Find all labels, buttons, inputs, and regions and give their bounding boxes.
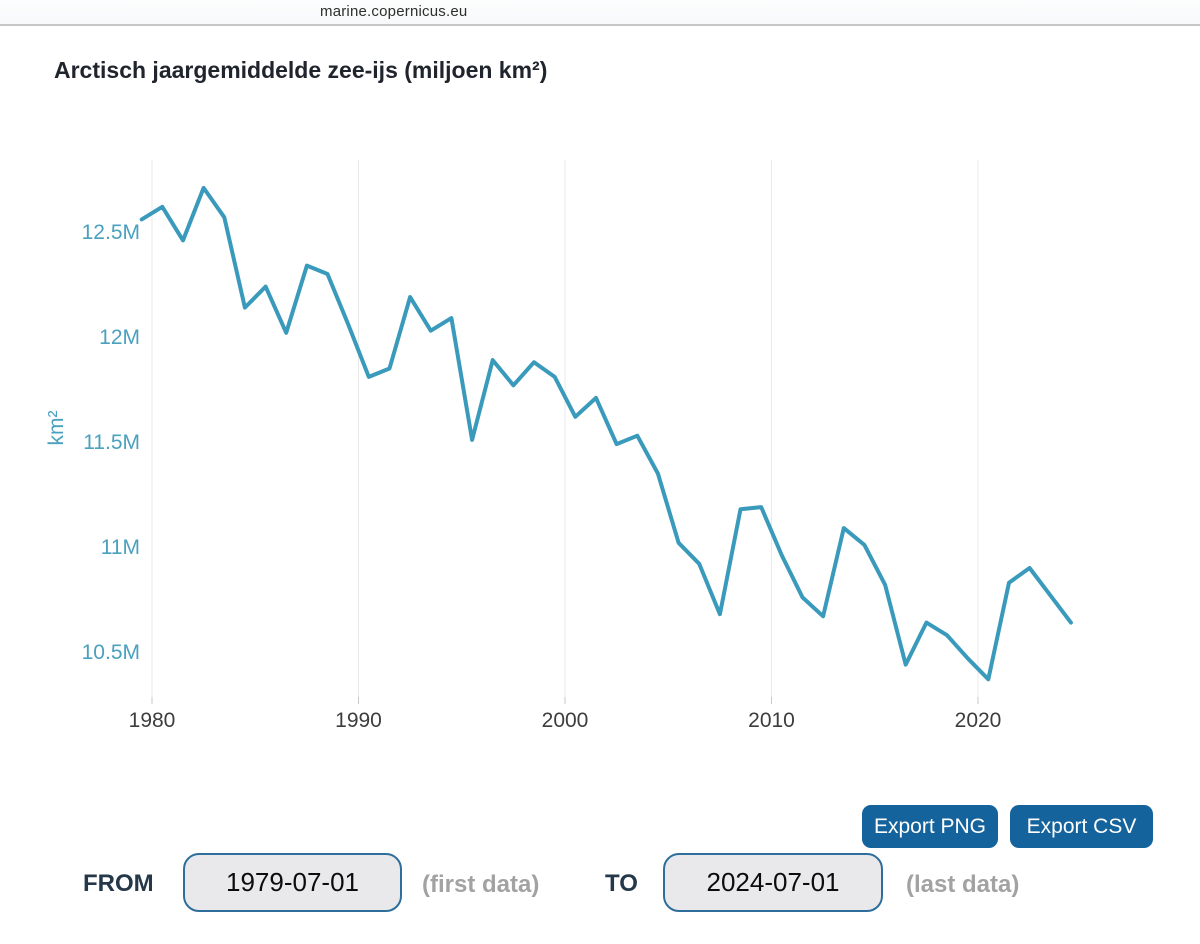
chart-y-axis-labels: 12.5M 12M 11.5M 11M 10.5M xyxy=(82,221,140,664)
y-tick-label-10.5M: 10.5M xyxy=(82,641,140,664)
chart-x-axis-labels: 1980 1990 2000 2010 2020 xyxy=(129,697,1002,732)
to-date-input[interactable] xyxy=(663,853,883,912)
browser-url[interactable]: marine.copernicus.eu xyxy=(320,3,468,20)
from-date-input[interactable] xyxy=(183,853,402,912)
from-label: FROM xyxy=(83,870,154,897)
y-axis-title: km² xyxy=(45,411,68,446)
y-tick-label-12.5M: 12.5M xyxy=(82,221,140,244)
x-tick-label-1980: 1980 xyxy=(129,709,176,732)
first-data-note: (first data) xyxy=(422,871,540,898)
export-png-button[interactable]: Export PNG xyxy=(862,805,998,848)
y-tick-label-11M: 11M xyxy=(101,536,140,559)
to-label: TO xyxy=(605,870,638,897)
browser-title-bar: marine.copernicus.eu xyxy=(0,0,1200,26)
x-tick-label-2020: 2020 xyxy=(955,709,1002,732)
page-title: Arctisch jaargemiddelde zee-ijs (miljoen… xyxy=(54,57,548,83)
x-tick-label-2010: 2010 xyxy=(748,709,795,732)
x-tick-label-1990: 1990 xyxy=(335,709,382,732)
chart-gridlines xyxy=(151,160,979,697)
y-tick-label-11.5M: 11.5M xyxy=(83,431,140,454)
export-csv-button[interactable]: Export CSV xyxy=(1010,805,1153,848)
x-tick-label-2000: 2000 xyxy=(542,709,589,732)
last-data-note: (last data) xyxy=(906,871,1020,898)
sea-ice-data-line xyxy=(139,185,1073,682)
y-tick-label-12M: 12M xyxy=(99,326,140,349)
sea-ice-line-chart: 1980 1990 2000 2010 2020 12.5M 12M 11.5M 11M 10.… xyxy=(45,160,1073,732)
